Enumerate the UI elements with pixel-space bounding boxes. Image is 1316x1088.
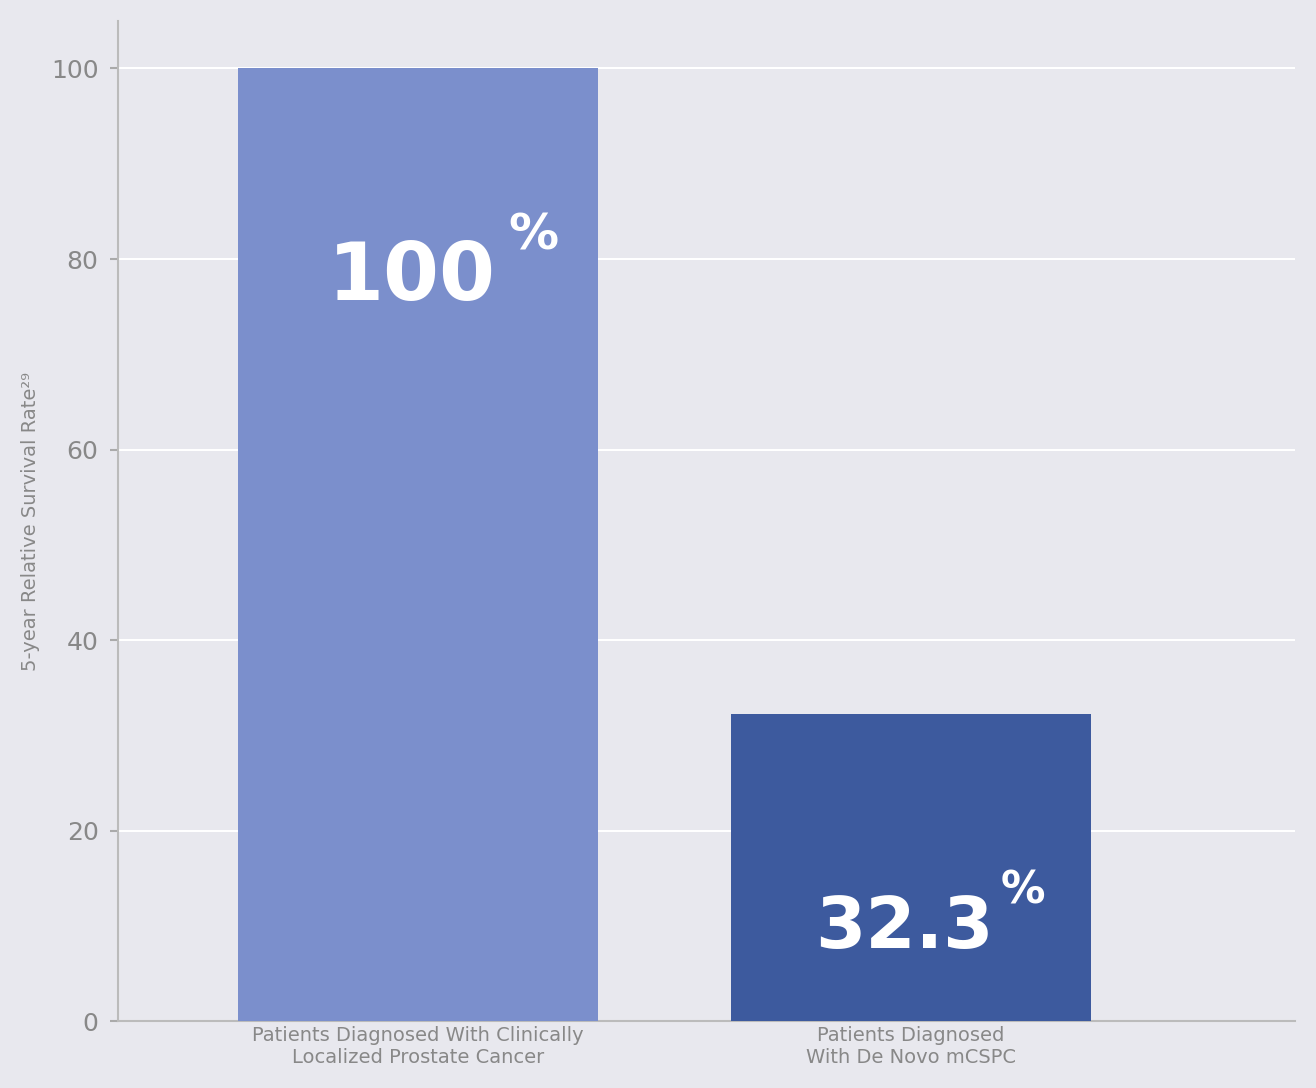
Text: %: % [1001,869,1045,913]
Bar [730,714,1091,1022]
Text: 32.3: 32.3 [816,894,994,964]
Text: 100: 100 [328,239,496,317]
Y-axis label: 5-year Relative Survival Rate²⁹: 5-year Relative Survival Rate²⁹ [21,372,39,670]
Text: %: % [508,211,558,259]
Bar [238,69,599,1022]
